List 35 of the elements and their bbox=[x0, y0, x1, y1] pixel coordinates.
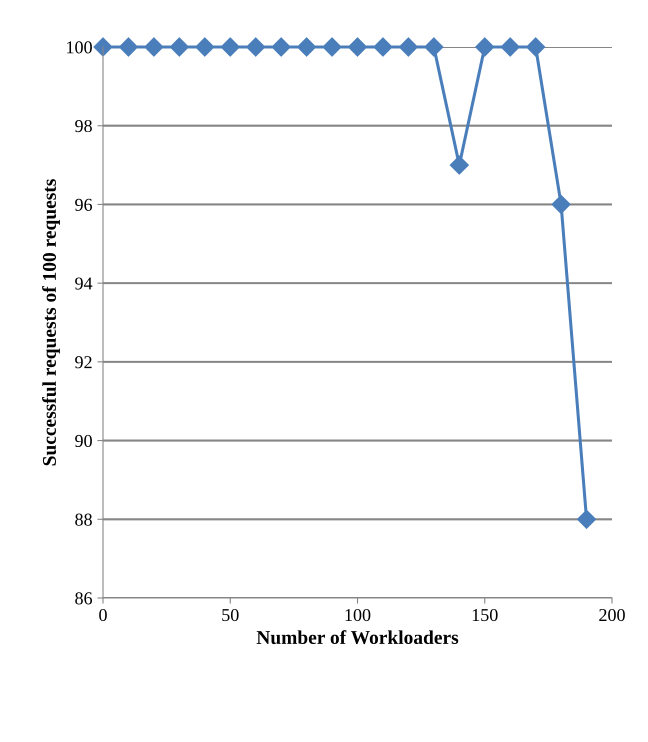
y-tick-label: 90 bbox=[75, 434, 92, 448]
y-tick-label: 100 bbox=[67, 41, 92, 54]
x-tick-label: 50 bbox=[222, 608, 239, 622]
point bbox=[348, 37, 368, 57]
y-tick-label: 98 bbox=[75, 120, 92, 132]
point bbox=[322, 37, 342, 57]
point bbox=[398, 37, 418, 57]
point bbox=[93, 37, 113, 57]
y-axis-title: Successful requests of 100 requests bbox=[42, 179, 60, 466]
x-tick-label: 200 bbox=[599, 608, 625, 622]
point bbox=[272, 37, 291, 57]
point bbox=[144, 37, 164, 57]
point bbox=[577, 510, 596, 529]
point bbox=[526, 37, 546, 57]
point bbox=[450, 156, 469, 175]
point bbox=[500, 37, 520, 57]
y-tick-label: 88 bbox=[75, 514, 92, 526]
x-tick-label: 150 bbox=[472, 608, 498, 622]
y-tick-label: 92 bbox=[75, 356, 92, 368]
point bbox=[424, 37, 444, 57]
y-tick-label: 94 bbox=[75, 277, 92, 290]
x-tick-label: 100 bbox=[346, 608, 370, 622]
point bbox=[118, 37, 138, 57]
point bbox=[246, 37, 266, 57]
y-tick-label: 96 bbox=[75, 198, 92, 211]
y-tick-label: 86 bbox=[75, 592, 92, 604]
point bbox=[552, 194, 571, 214]
x-axis-title: Number of Workloaders bbox=[256, 630, 458, 644]
point bbox=[220, 37, 240, 57]
point bbox=[195, 37, 214, 57]
point bbox=[297, 37, 316, 57]
x-tick-label: 0 bbox=[99, 608, 107, 622]
point bbox=[373, 37, 392, 57]
point bbox=[475, 37, 494, 57]
point bbox=[170, 37, 189, 57]
